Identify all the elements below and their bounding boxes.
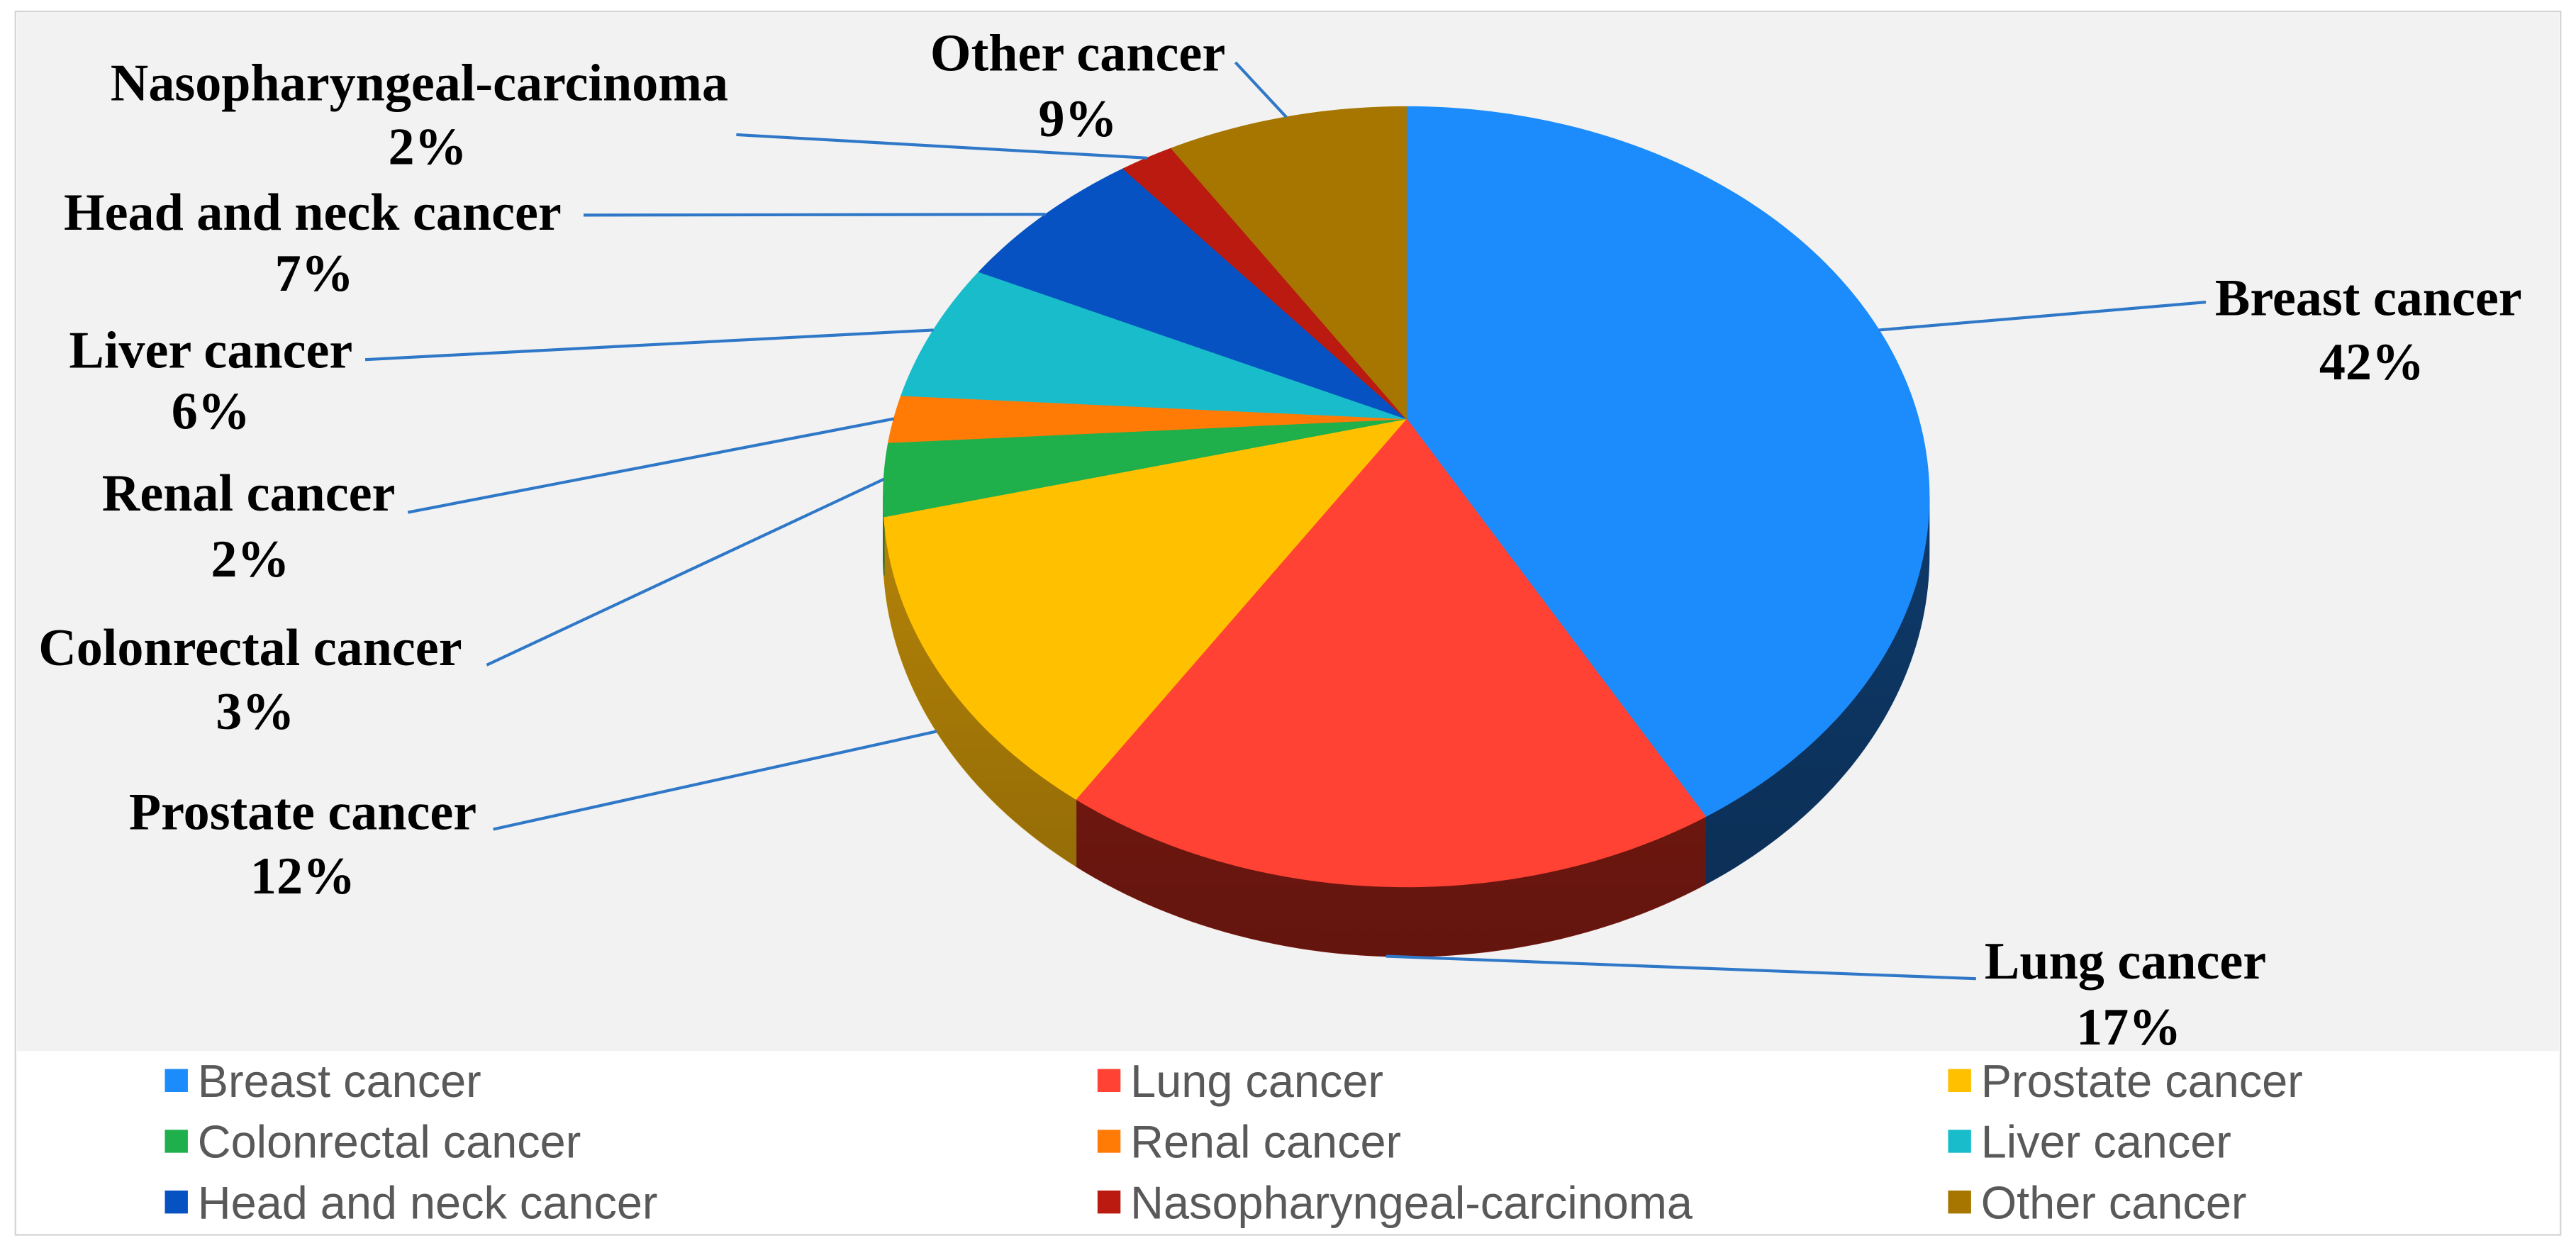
legend-swatch-other-cancer — [1948, 1190, 1971, 1214]
legend-label-head-and-neck-cancer: Head and neck cancer — [198, 1176, 658, 1228]
leader-line-colonrectal-cancer — [486, 477, 885, 667]
pie-slices — [883, 106, 1930, 888]
legend-label-liver-cancer: Liver cancer — [1981, 1116, 2231, 1168]
legend-swatch-renal-cancer — [1097, 1130, 1121, 1153]
leader-line-other-cancer — [1234, 61, 1288, 118]
leader-line-breast-cancer — [1878, 301, 2207, 332]
data-labels: Breast cancer 42% Lung cancer 17% Prosta… — [38, 25, 2521, 1057]
data-label-colonrectal-cancer: Colonrectal cancer — [38, 619, 462, 677]
pie-side-shading — [883, 496, 1929, 957]
data-label-value-liver-cancer: 6% — [172, 382, 250, 440]
data-label-lung-cancer: Lung cancer — [1985, 932, 2266, 991]
legend-item-prostate-cancer: Prostate cancer — [1948, 1055, 2303, 1107]
data-label-liver-cancer: Liver cancer — [69, 322, 352, 380]
callout-lung-cancer: Lung cancer 17% — [1385, 932, 2266, 1057]
data-label-value-nasopharyngeal-carcinoma: 2% — [388, 118, 467, 177]
legend-swatch-nasopharyngeal-carcinoma — [1097, 1190, 1121, 1214]
pie-slice-renal-cancer — [888, 395, 1407, 443]
leader-line-liver-cancer — [364, 328, 934, 362]
legend-item-nasopharyngeal-carcinoma: Nasopharyngeal-carcinoma — [1097, 1176, 1693, 1228]
legend-swatch-colonrectal-cancer — [165, 1130, 188, 1153]
callout-other-cancer: Other cancer 9% — [930, 25, 1288, 148]
legend: Breast cancer Lung cancer Prostate cance… — [165, 1055, 2303, 1228]
data-label-value-other-cancer: 9% — [1039, 90, 1117, 148]
data-label-value-lung-cancer: 17% — [2076, 998, 2181, 1057]
pie-slice-other-cancer — [1171, 106, 1407, 420]
data-label-value-breast-cancer: 42% — [2319, 333, 2424, 391]
legend-item-lung-cancer: Lung cancer — [1097, 1055, 1383, 1107]
legend-label-prostate-cancer: Prostate cancer — [1981, 1055, 2303, 1107]
callout-liver-cancer: Liver cancer 6% — [69, 322, 934, 440]
data-label-nasopharyngeal-carcinoma: Nasopharyngeal-carcinoma — [111, 54, 728, 112]
legend-label-renal-cancer: Renal cancer — [1130, 1116, 1401, 1168]
data-label-value-prostate-cancer: 12% — [250, 847, 355, 906]
legend-label-other-cancer: Other cancer — [1981, 1176, 2247, 1228]
data-label-other-cancer: Other cancer — [930, 25, 1225, 83]
data-label-breast-cancer: Breast cancer — [2215, 269, 2522, 328]
legend-label-breast-cancer: Breast cancer — [198, 1055, 481, 1107]
leader-line-head-and-neck-cancer — [584, 213, 1046, 217]
pie-slice-prostate-cancer — [883, 418, 1407, 800]
legend-swatch-liver-cancer — [1948, 1130, 1971, 1153]
legend-swatch-breast-cancer — [165, 1069, 188, 1092]
callout-breast-cancer: Breast cancer 42% — [1878, 269, 2522, 391]
data-label-value-colonrectal-cancer: 3% — [216, 683, 294, 741]
data-label-prostate-cancer: Prostate cancer — [129, 783, 476, 841]
callout-nasopharyngeal-carcinoma: Nasopharyngeal-carcinoma 2% — [111, 54, 1147, 177]
pie-slice-nasopharyngeal-carcinoma — [1122, 147, 1407, 420]
pie-slice-lung-cancer — [1075, 418, 1706, 888]
data-label-head-and-neck-cancer: Head and neck cancer — [64, 184, 562, 242]
callout-head-and-neck-cancer: Head and neck cancer 7% — [64, 184, 1046, 303]
callout-colonrectal-cancer: Colonrectal cancer 3% — [38, 477, 885, 741]
legend-item-liver-cancer: Liver cancer — [1948, 1116, 2231, 1168]
legend-item-head-and-neck-cancer: Head and neck cancer — [165, 1176, 658, 1228]
pie-slice-liver-cancer — [901, 271, 1407, 420]
legend-swatch-head-and-neck-cancer — [165, 1190, 188, 1214]
data-label-renal-cancer: Renal cancer — [102, 464, 396, 523]
legend-swatch-lung-cancer — [1097, 1069, 1121, 1092]
leader-line-prostate-cancer — [493, 730, 937, 831]
legend-item-other-cancer: Other cancer — [1948, 1176, 2246, 1228]
legend-label-colonrectal-cancer: Colonrectal cancer — [198, 1116, 581, 1168]
leader-line-lung-cancer — [1385, 954, 1976, 981]
legend-label-lung-cancer: Lung cancer — [1130, 1055, 1383, 1107]
legend-label-nasopharyngeal-carcinoma: Nasopharyngeal-carcinoma — [1130, 1176, 1693, 1228]
legend-swatch-prostate-cancer — [1948, 1069, 1971, 1092]
leader-line-nasopharyngeal-carcinoma — [736, 133, 1147, 160]
leader-line-renal-cancer — [407, 417, 895, 514]
callout-renal-cancer: Renal cancer 2% — [102, 417, 895, 589]
legend-item-breast-cancer: Breast cancer — [165, 1055, 481, 1107]
data-label-value-renal-cancer: 2% — [211, 530, 289, 589]
legend-item-colonrectal-cancer: Colonrectal cancer — [165, 1116, 581, 1168]
legend-item-renal-cancer: Renal cancer — [1097, 1116, 1401, 1168]
data-label-value-head-and-neck-cancer: 7% — [275, 245, 354, 303]
callout-prostate-cancer: Prostate cancer 12% — [129, 730, 937, 906]
